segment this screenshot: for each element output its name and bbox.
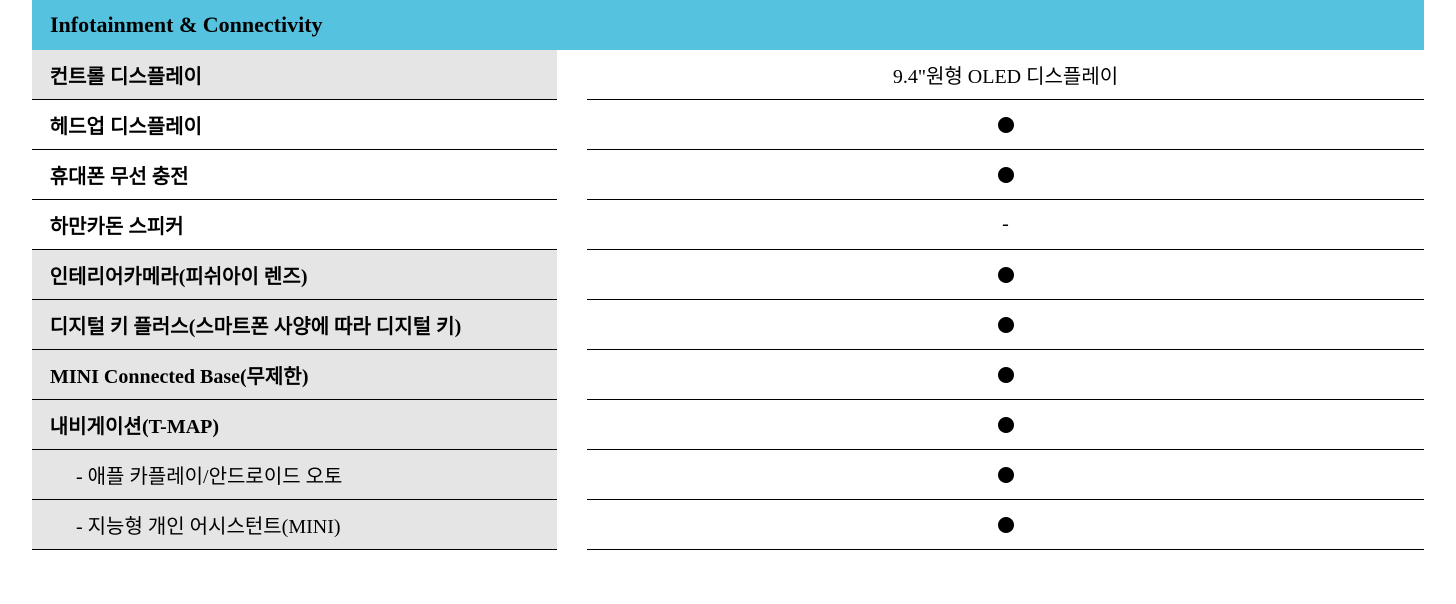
gap-cell [557,500,587,550]
table-row: 컨트롤 디스플레이 9.4"원형 OLED 디스플레이 [32,50,1424,100]
gap-cell [557,350,587,400]
row-label: 디지털 키 플러스(스마트폰 사양에 따라 디지털 키) [32,300,557,350]
table-row: 휴대폰 무선 충전 [32,150,1424,200]
gap-cell [557,100,587,150]
included-dot-icon [998,417,1014,433]
row-value: 9.4"원형 OLED 디스플레이 [587,50,1424,100]
row-value [587,450,1424,500]
table-row: 디지털 키 플러스(스마트폰 사양에 따라 디지털 키) [32,300,1424,350]
section-header: Infotainment & Connectivity [32,0,1424,50]
table-row: 내비게이션(T-MAP) [32,400,1424,450]
gap-cell [557,450,587,500]
row-label: - 지능형 개인 어시스턴트(MINI) [32,500,557,550]
row-label: MINI Connected Base(무제한) [32,350,557,400]
included-dot-icon [998,517,1014,533]
gap-cell [557,50,587,100]
included-dot-icon [998,317,1014,333]
row-label: - 애플 카플레이/안드로이드 오토 [32,450,557,500]
row-value [587,150,1424,200]
row-value [587,300,1424,350]
row-label: 헤드업 디스플레이 [32,100,557,150]
row-label: 컨트롤 디스플레이 [32,50,557,100]
row-value [587,100,1424,150]
rows-container: 컨트롤 디스플레이 9.4"원형 OLED 디스플레이헤드업 디스플레이휴대폰 무… [32,50,1424,550]
gap-cell [557,300,587,350]
included-dot-icon [998,117,1014,133]
spec-table: Infotainment & Connectivity 컨트롤 디스플레이 9.4… [32,0,1424,550]
gap-cell [557,150,587,200]
row-value [587,500,1424,550]
row-label: 인테리어카메라(피쉬아이 렌즈) [32,250,557,300]
gap-cell [557,200,587,250]
table-row: 헤드업 디스플레이 [32,100,1424,150]
included-dot-icon [998,167,1014,183]
row-value: - [587,200,1424,250]
included-dot-icon [998,367,1014,383]
row-label: 하만카돈 스피커 [32,200,557,250]
table-row: - 지능형 개인 어시스턴트(MINI) [32,500,1424,550]
table-row: 하만카돈 스피커- [32,200,1424,250]
table-row: MINI Connected Base(무제한) [32,350,1424,400]
gap-cell [557,250,587,300]
table-row: 인테리어카메라(피쉬아이 렌즈) [32,250,1424,300]
row-label: 휴대폰 무선 충전 [32,150,557,200]
row-value [587,400,1424,450]
row-value [587,350,1424,400]
included-dot-icon [998,267,1014,283]
row-label: 내비게이션(T-MAP) [32,400,557,450]
included-dot-icon [998,467,1014,483]
gap-cell [557,400,587,450]
row-value [587,250,1424,300]
table-row: - 애플 카플레이/안드로이드 오토 [32,450,1424,500]
